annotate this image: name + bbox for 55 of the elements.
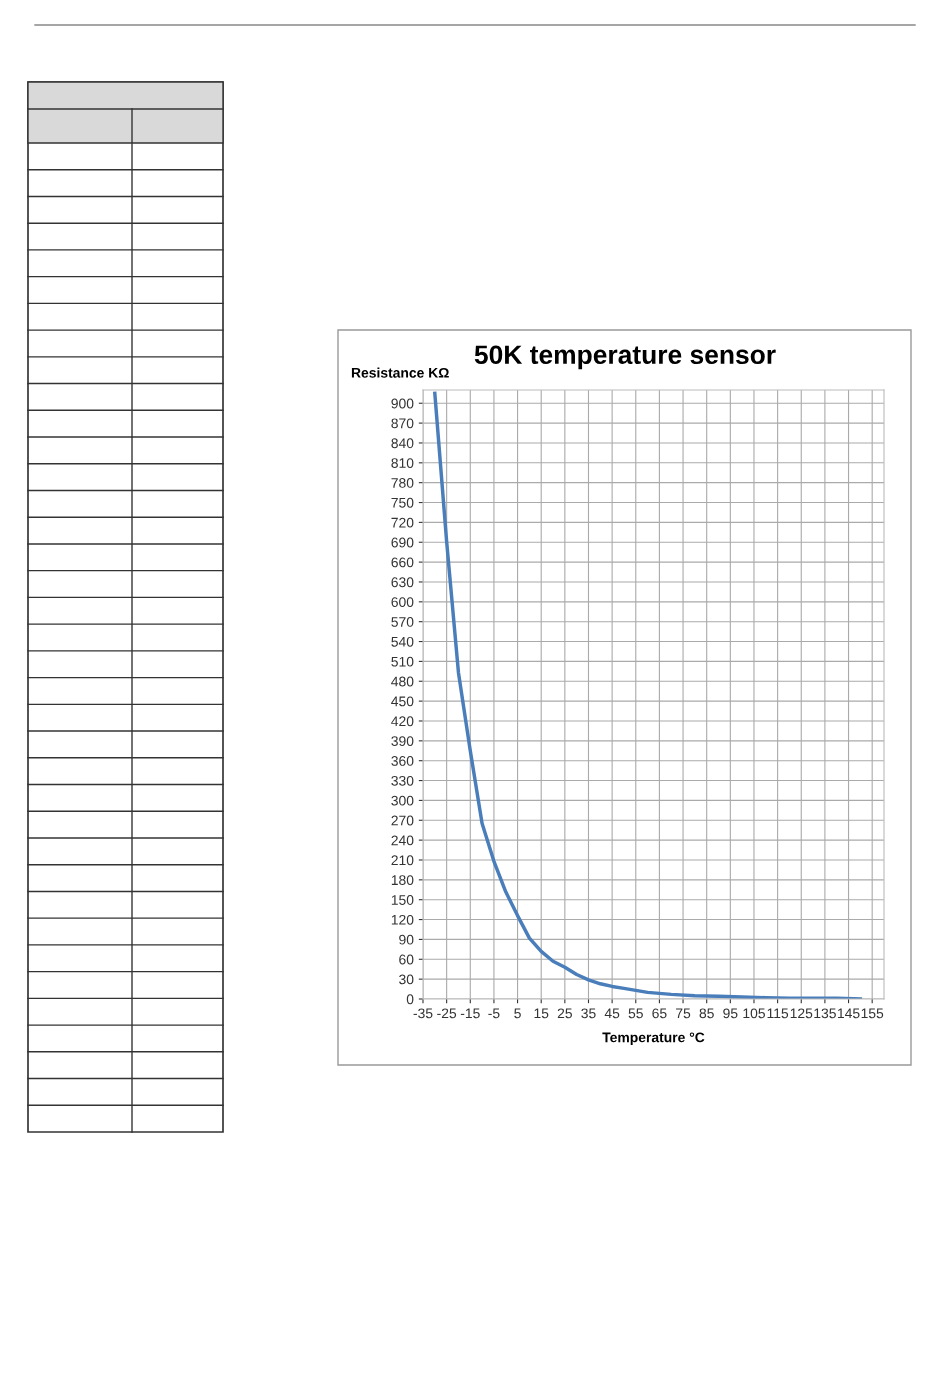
- x-tick-label: 85: [699, 1008, 714, 1019]
- x-tick-label: 45: [604, 1008, 620, 1019]
- chart-title: 50K temperature sensor: [474, 345, 776, 370]
- y-tick-label: 720: [391, 517, 414, 528]
- y-tick-label: 420: [391, 716, 414, 727]
- y-tick-label: 60: [399, 954, 414, 965]
- y-axis-title: Resistance KΩ: [351, 367, 449, 378]
- y-tick-label: 330: [391, 775, 414, 786]
- x-tick-label: 25: [557, 1008, 572, 1019]
- x-tick-label: -5: [488, 1008, 500, 1019]
- x-tick-label: 155: [861, 1008, 884, 1019]
- y-tick-label: 750: [391, 497, 414, 508]
- x-tick-label: 115: [767, 1008, 789, 1019]
- x-tick-label: 15: [534, 1008, 549, 1019]
- x-tick-label: 75: [676, 1008, 691, 1019]
- x-tick-label: 145: [838, 1008, 860, 1019]
- y-tick-label: 90: [399, 934, 414, 945]
- y-tick-label: 120: [391, 914, 414, 925]
- y-tick-label: 540: [391, 636, 414, 647]
- y-tick-label: 510: [391, 656, 414, 667]
- x-tick-label: -25: [437, 1008, 457, 1019]
- y-tick-label: 780: [391, 478, 414, 488]
- y-tick-label: 270: [391, 815, 414, 826]
- y-tick-label: 30: [399, 974, 414, 985]
- line-series: [433, 391, 863, 999]
- x-tick-label: 55: [628, 1008, 643, 1019]
- y-tick-label: 240: [391, 835, 414, 846]
- y-tick-label: 690: [391, 537, 414, 548]
- y-tick-label: 810: [391, 458, 414, 468]
- x-tick-label: 65: [652, 1008, 667, 1019]
- y-tick-label: 390: [391, 736, 414, 747]
- y-tick-label: 600: [391, 597, 414, 607]
- x-tick-label: 95: [723, 1008, 738, 1019]
- y-tick-label: 870: [391, 418, 414, 429]
- x-tick-label: 135: [814, 1008, 836, 1019]
- y-tick-label: 900: [391, 398, 414, 409]
- y-tick-label: 360: [391, 756, 414, 766]
- y-tick-label: 840: [391, 438, 414, 449]
- x-tick-label: -35: [413, 1008, 433, 1019]
- x-axis-title: Temperature °C: [602, 1032, 705, 1046]
- x-tick-label: 5: [514, 1008, 521, 1019]
- y-tick-label: 450: [391, 696, 414, 707]
- y-tick-label: 210: [391, 855, 414, 866]
- y-tick-label: 660: [391, 557, 414, 568]
- x-tick-label: 125: [790, 1008, 813, 1019]
- y-tick-label: 570: [391, 617, 414, 627]
- x-tick-label: 105: [743, 1008, 765, 1019]
- y-tick-label: 180: [391, 875, 414, 886]
- y-tick-label: 630: [391, 577, 414, 588]
- y-tick-label: 150: [391, 895, 414, 905]
- y-tick-label: 480: [391, 676, 414, 687]
- x-tick-label: -15: [460, 1008, 480, 1019]
- y-tick-label: 300: [391, 795, 414, 806]
- y-tick-label: 0: [406, 994, 414, 1005]
- x-tick-label: 35: [581, 1008, 596, 1019]
